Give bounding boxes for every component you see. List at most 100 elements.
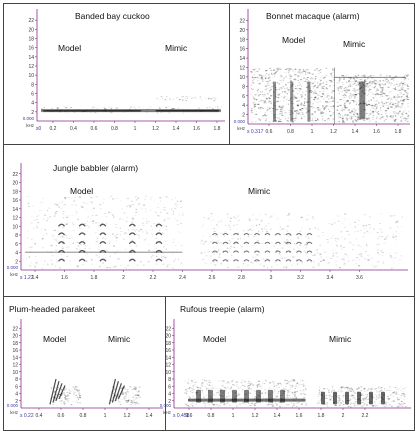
model-call-noise [272, 120, 274, 123]
mimic-call-noise [396, 96, 399, 98]
model-call-noise [255, 79, 257, 81]
mimic-call-noise [398, 402, 401, 405]
model-call-noise [108, 197, 111, 199]
model-call-noise [319, 94, 321, 96]
mimic-call-syllable [254, 241, 260, 245]
mimic-call-noise [376, 111, 378, 113]
mimic-call-noise [391, 117, 394, 119]
model-call-noise [53, 203, 56, 205]
mimic-call-noise [338, 398, 341, 400]
mimic-call-noise [136, 391, 138, 393]
panel-title: Rufous treepie (alarm) [180, 304, 265, 314]
mimic-call-noise [380, 94, 383, 96]
mimic-call-noise [405, 74, 407, 76]
mimic-call-noise [252, 256, 254, 258]
mimic-call-noise [113, 400, 116, 402]
model-call-noise [188, 396, 191, 398]
model-call-noise [32, 227, 35, 229]
mimic-call-noise [371, 111, 375, 113]
model-call-noise [238, 403, 241, 405]
mimic-call-noise [404, 78, 406, 80]
mimic-call-noise [404, 109, 406, 111]
model-call-noise [79, 228, 82, 230]
model-call-noise [132, 218, 134, 221]
model-call-noise [149, 197, 153, 199]
call-noise [218, 108, 219, 110]
mimic-call-noise [306, 242, 308, 244]
mimic-call-noise [320, 394, 321, 395]
mimic-call-noise [378, 102, 380, 104]
model-call-noise [78, 393, 80, 395]
mimic-call-noise [347, 87, 349, 88]
mimic-call-noise [209, 262, 213, 264]
model-call-noise [288, 68, 291, 70]
mimic-call-noise [342, 100, 345, 101]
mimic-call-noise [383, 87, 385, 88]
mimic-call-noise [263, 227, 265, 229]
call-noise [160, 112, 162, 114]
model-call-noise [309, 109, 311, 111]
model-call-noise [321, 83, 323, 85]
model-call-noise [325, 105, 328, 107]
call-noise [56, 107, 59, 109]
mimic-call-noise [372, 83, 374, 85]
model-call-noise [61, 247, 64, 249]
model-call-noise [108, 212, 110, 214]
model-call-noise [314, 119, 317, 121]
y-tick-label: 22 [12, 326, 18, 332]
mimic-call-syllable [212, 241, 218, 245]
model-call-syllable [58, 241, 66, 245]
mimic-call-noise [396, 85, 399, 87]
mimic-call-noise [391, 121, 394, 123]
model-call-noise [255, 402, 258, 404]
mimic-call-noise [204, 251, 206, 254]
model-call-noise [266, 403, 268, 405]
model-call-noise [321, 115, 323, 117]
mimic-call-noise [288, 219, 291, 221]
model-call-noise [318, 70, 321, 71]
mimic-call-noise [387, 107, 390, 109]
mimic-call-noise [345, 107, 348, 109]
mimic-call-noise [386, 75, 388, 77]
mimic-call-noise [349, 83, 351, 85]
model-call-noise [63, 237, 66, 238]
mimic-call-noise [336, 101, 339, 103]
model-call-noise [306, 71, 309, 73]
model-call-noise [297, 104, 300, 107]
model-call-noise [49, 203, 51, 205]
mimic-call-noise [387, 399, 389, 401]
mimic-call-noise [209, 220, 212, 222]
mimic-call-noise [337, 215, 340, 217]
model-call-noise [293, 379, 295, 380]
mimic-call-noise [388, 97, 391, 99]
model-call-noise [321, 111, 323, 112]
model-call-noise [186, 388, 189, 390]
mimic-call-noise [400, 121, 402, 123]
model-call-noise [332, 112, 335, 114]
model-call-noise [185, 392, 187, 395]
mimic-call-noise [284, 257, 286, 259]
y-tick-label: 14 [239, 56, 245, 62]
model-call-noise [125, 220, 128, 222]
model-call-noise [288, 112, 291, 113]
mimic-call-noise [386, 108, 389, 110]
x-tick-label: 3 [270, 275, 273, 281]
model-call-noise [277, 383, 280, 384]
mimic-call-noise [340, 389, 342, 391]
mimic-call-noise [385, 101, 387, 104]
mimic-call-noise [355, 80, 357, 82]
model-call-noise [60, 393, 63, 395]
model-call-noise [44, 214, 46, 216]
model-call-noise [144, 208, 147, 210]
mimic-call-noise [204, 262, 206, 264]
model-call-noise [275, 395, 278, 397]
mimic-call-noise [400, 100, 402, 102]
model-call-noise [267, 91, 269, 93]
mimic-call-noise [397, 403, 400, 405]
mimic-call-noise [356, 256, 358, 259]
model-call-noise [60, 395, 62, 398]
model-call-noise [104, 238, 107, 240]
model-call-noise [63, 386, 66, 388]
model-call-noise [78, 392, 80, 394]
